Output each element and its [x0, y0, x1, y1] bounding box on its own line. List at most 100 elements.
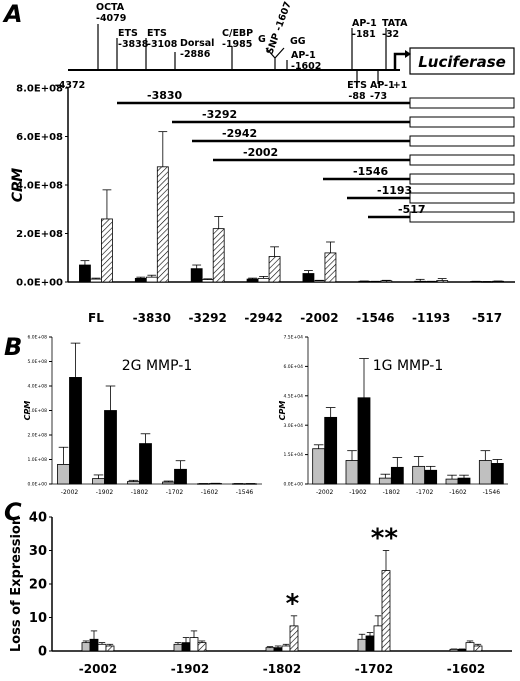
site-label: G [258, 34, 266, 45]
bar [174, 468, 187, 485]
bar [246, 278, 259, 283]
y-axis-label: CPM [23, 401, 32, 421]
bar [457, 648, 467, 652]
bar [189, 637, 199, 652]
chart-a: 8.0E+08 6.0E+08 4.0E+08 2.0E+08 0.0E+00 CPM FL… [10, 84, 515, 325]
x-tick-label: -2942 [244, 311, 282, 325]
y-tick-label: 2.0E+08 [28, 433, 48, 439]
bar [101, 218, 113, 283]
site-label: TATA -32 [382, 18, 408, 40]
x-tick-label: -1602 [449, 489, 467, 496]
bar [312, 448, 326, 485]
x-tick-label: -2002 [316, 489, 334, 496]
site-label: ETS -88 [347, 80, 367, 102]
site-label: AP-1 -181 [352, 18, 377, 40]
bar [139, 443, 152, 485]
y-tick-label: 6.0E+08 [28, 335, 48, 341]
y-tick-label: 2.0E+08 [16, 229, 63, 240]
bar [201, 279, 214, 283]
bar [89, 638, 99, 652]
y-axis-label: Loss of Expression [9, 516, 24, 652]
x-tick-label: -1702 [355, 662, 393, 676]
bar [457, 477, 471, 485]
bar [257, 277, 270, 283]
x-tick-label: -1802 [131, 489, 149, 496]
bar [156, 166, 169, 283]
y-tick-label: 0.0E+00 [28, 482, 48, 488]
x-tick-label: -1702 [166, 489, 184, 496]
deletion-label: -2002 [243, 146, 278, 159]
y-tick-label: 6.0E+08 [16, 132, 63, 143]
deletion-reporter-box [409, 211, 515, 223]
y-tick-label: 4.0E+08 [28, 384, 48, 390]
x-tick-label: -1602 [201, 489, 219, 496]
bar [69, 377, 82, 485]
bar [173, 643, 183, 652]
bar [134, 277, 147, 283]
y-tick-label: 0 [38, 645, 47, 660]
y-tick-label: 0.0E+00 [284, 482, 304, 488]
start-label: -4372 [55, 80, 85, 91]
deletion-reporter-box [409, 173, 515, 185]
site-label: OCTA -4079 [96, 2, 126, 24]
x-tick-label: -3830 [133, 311, 171, 325]
y-tick-label: 30 [29, 544, 47, 559]
x-tick-label: -1902 [171, 662, 209, 676]
bar [197, 642, 207, 652]
site-ticks [97, 24, 387, 84]
chart-title: 2G MMP-1 [122, 358, 192, 374]
deletion-reporter-box [409, 116, 515, 128]
bar [281, 645, 291, 652]
panel-letter-b: B [4, 333, 22, 361]
bar [265, 647, 275, 652]
x-tick-label: -1802 [263, 662, 301, 676]
chart-b-2g: 6.0E+08 5.0E+08 4.0E+08 3.0E+08 2.0E+08 1.0E+… [23, 335, 262, 496]
bar [373, 625, 383, 652]
y-tick-label: 6.0E+04 [284, 364, 304, 370]
tss-arrow [393, 52, 408, 70]
bar [478, 460, 492, 485]
bar [57, 463, 70, 485]
x-tick-label: -1546 [236, 489, 254, 496]
bar [212, 228, 225, 283]
bar [90, 278, 102, 283]
x-tick-label: -1902 [96, 489, 114, 496]
y-tick-label: 7.5E+04 [284, 335, 304, 341]
y-tick-label: 20 [29, 578, 47, 593]
chart-b-1g: 7.5E+04 6.0E+04 4.5E+04 3.0E+04 1.5E+04 0.0E+… [278, 335, 508, 496]
significance-marker: * [286, 589, 300, 619]
x-tick-label: -3292 [188, 311, 226, 325]
site-label: ETS -3108 [147, 28, 178, 50]
bar [324, 252, 337, 283]
bar [273, 647, 283, 652]
y-tick-label: 1.0E+08 [28, 457, 48, 463]
deletion-constructs: -3830 -3292 -2942 -2002 -1546 -1193 -517 [117, 89, 515, 223]
deletion-label: -517 [398, 203, 426, 216]
luciferase-box [409, 47, 515, 75]
bar [79, 264, 91, 283]
bar [365, 635, 375, 652]
bar [414, 280, 427, 283]
panel-letter-a: A [2, 0, 23, 28]
deletion-label: -1546 [353, 165, 389, 178]
bar [145, 276, 158, 283]
deletion-reporter-box [409, 135, 515, 147]
site-label: ETS -3838 [118, 28, 149, 50]
y-tick-label: 5.0E+08 [28, 359, 48, 365]
bar [127, 481, 140, 485]
bar [302, 273, 315, 283]
x-tick-label: -1546 [483, 489, 501, 496]
bar [357, 638, 367, 652]
deletion-reporter-box [409, 192, 515, 204]
bar [412, 465, 426, 485]
site-label: C/EBP -1985 [222, 28, 253, 50]
chart-c: 40 30 20 10 0 Loss of Expression -2002 -1902 -18… [9, 511, 512, 676]
y-tick-label: 8.0E+08 [16, 84, 63, 95]
tss-arrowhead [405, 50, 411, 58]
x-tick-label: -2002 [300, 311, 338, 325]
luciferase-label: Luciferase [418, 53, 506, 71]
y-tick-label: 3.0E+08 [28, 408, 48, 414]
